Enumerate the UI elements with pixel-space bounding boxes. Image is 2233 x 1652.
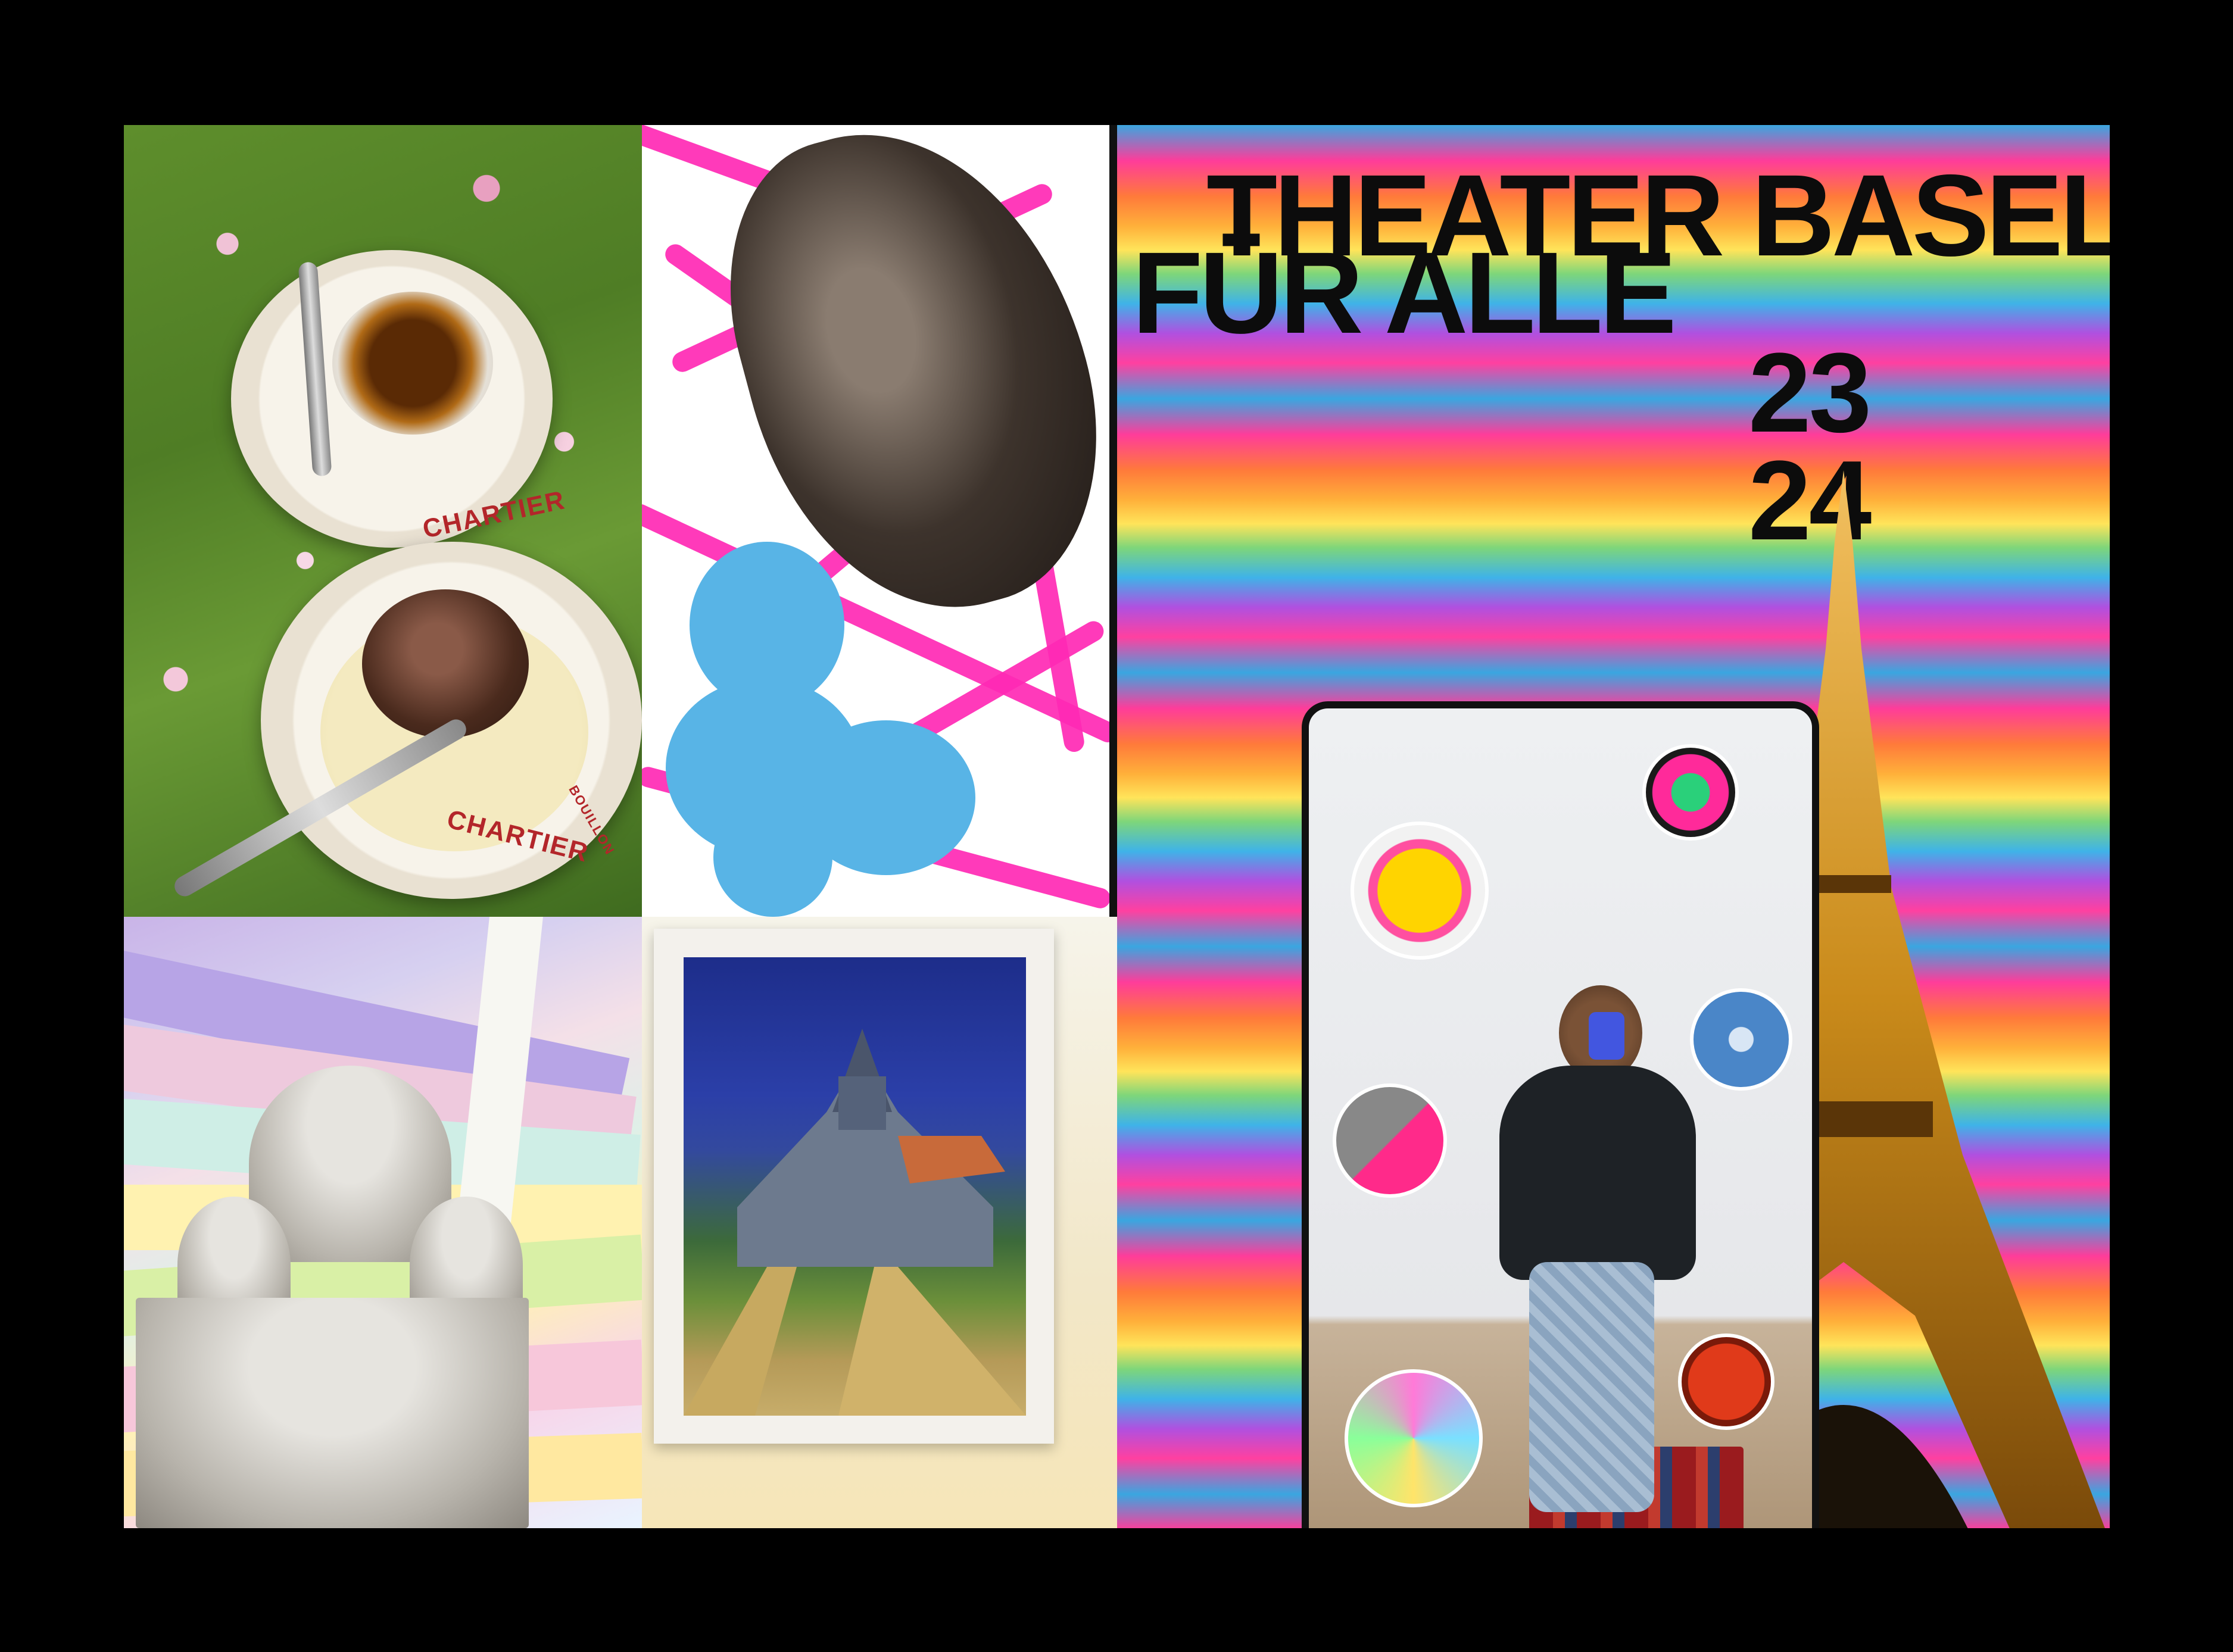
chocolate-cake bbox=[362, 589, 529, 738]
bubble-blue-figure bbox=[1690, 988, 1792, 1091]
sacre-coeur-pantone-collage bbox=[124, 917, 642, 1528]
collage: CHARTIER CHARTIER BOUILLON THEATER BASEL… bbox=[124, 125, 2110, 1528]
phone bbox=[1589, 1012, 1624, 1060]
photo-desserts-on-grass: CHARTIER CHARTIER BOUILLON bbox=[124, 125, 642, 917]
poster-title-theater: THEATER bbox=[1206, 151, 1724, 280]
person-jeans bbox=[1529, 1262, 1654, 1512]
bubble-yellow-shape bbox=[1351, 822, 1489, 960]
framed-church-painting bbox=[642, 917, 1117, 1528]
blue-fleur-shape bbox=[713, 798, 832, 917]
church-illustration bbox=[684, 1029, 1026, 1416]
creme-brulee bbox=[332, 292, 493, 435]
person-jacket bbox=[1499, 1066, 1696, 1280]
sculpture-with-pink-scribbles bbox=[642, 125, 1109, 917]
poster-season-top: 23 bbox=[1748, 330, 1872, 456]
bubble-green-pink bbox=[1642, 744, 1739, 841]
bubble-iridescent bbox=[1345, 1369, 1483, 1507]
sacre-coeur-facade bbox=[136, 1298, 529, 1528]
mirror-selfie-photo bbox=[1302, 701, 1819, 1528]
poster-title-fur-alle: FÜR ALLE bbox=[1132, 228, 1677, 358]
church-painting bbox=[684, 957, 1026, 1416]
bubble-red bbox=[1678, 1334, 1774, 1430]
poster-season: 23 24 bbox=[1748, 330, 1872, 557]
bubble-grey-pink bbox=[1333, 1083, 1447, 1198]
poster-title-basel: BASEL bbox=[1751, 151, 2110, 280]
